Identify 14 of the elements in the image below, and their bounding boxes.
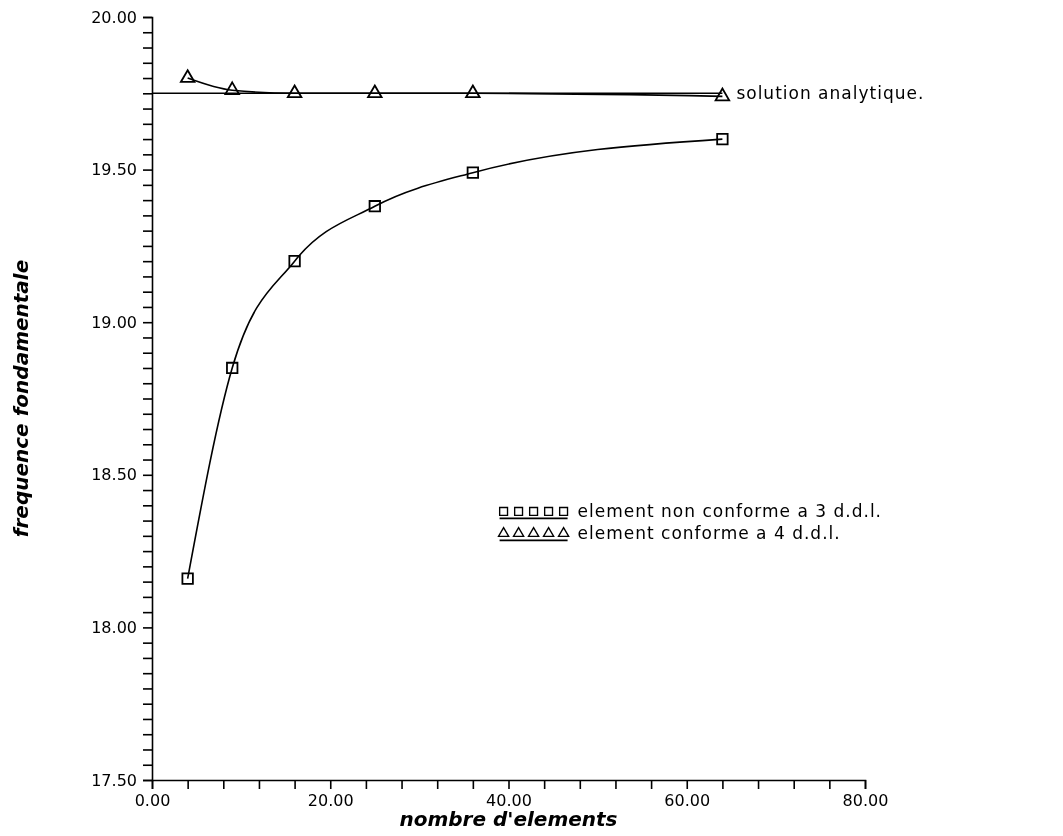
y-tick-label: 19.50 <box>91 160 137 180</box>
y-tick-label: 20.00 <box>91 7 137 27</box>
legend-label: element non conforme a 3 d.d.l. <box>577 501 883 522</box>
y-tick-label: 17.50 <box>91 770 137 790</box>
legend-label: element conforme a 4 d.d.l. <box>577 523 841 544</box>
y-axis-title: frequence fondamentale <box>9 259 33 538</box>
x-tick-label: 60.00 <box>664 791 711 811</box>
y-tick-label: 18.50 <box>91 465 137 485</box>
series-label: solution analytique. <box>736 83 925 104</box>
x-tick-label: 80.00 <box>842 791 889 811</box>
x-tick-label: 20.00 <box>307 791 354 811</box>
y-tick-label: 18.00 <box>91 618 137 638</box>
y-tick-label: 19.00 <box>91 312 137 332</box>
x-tick-label: 0.00 <box>134 791 171 811</box>
